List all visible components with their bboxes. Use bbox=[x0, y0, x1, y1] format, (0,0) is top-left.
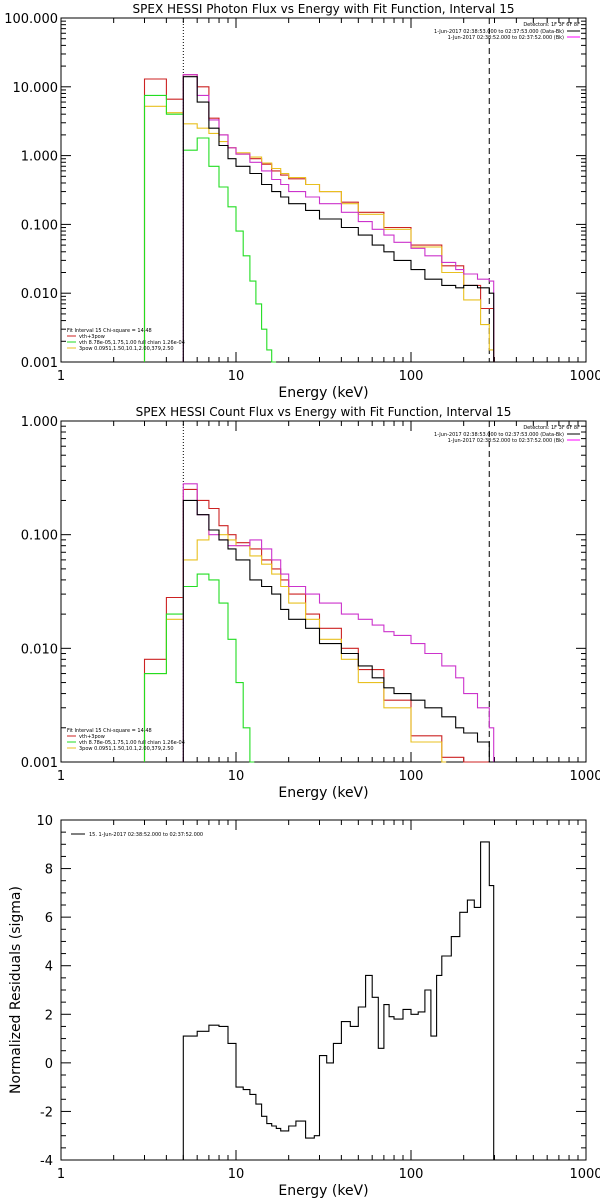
detectors-label: Detectors: 1F 3F 6F 8F bbox=[523, 425, 580, 431]
y-tick-label: 1.000 bbox=[21, 150, 58, 165]
fit-legend-item: vth 8.78e-05,1.75,1.00 full chian 1.26e-… bbox=[79, 740, 185, 746]
y-tick-label: 0.010 bbox=[21, 287, 58, 302]
plot-title: SPEX HESSI Photon Flux vs Energy with Fi… bbox=[133, 2, 515, 16]
x-tick-label: 100 bbox=[399, 369, 424, 384]
y-tick-label: 0 bbox=[45, 1057, 53, 1072]
fit-legend-item: vth+3pow bbox=[79, 734, 105, 740]
y-axis-label: Normalized Residuals (sigma) bbox=[8, 886, 24, 1094]
y-tick-label: 0.001 bbox=[21, 356, 58, 371]
plot-frame bbox=[60, 17, 587, 363]
y-tick-label: 0.100 bbox=[21, 218, 58, 233]
fit-legend-header: Fit Interval 15 Chi-square = 14.48 bbox=[67, 728, 152, 734]
y-tick-label: 10.000 bbox=[13, 81, 59, 96]
series-2-line bbox=[143, 105, 495, 362]
fit-legend-item: 3pow 0.0951,1.50,10.1,2.00,379,2.50 bbox=[79, 746, 174, 752]
x-axis-label: Energy (keV) bbox=[278, 385, 368, 401]
detectors-label: Detectors: 1F 3F 6F 8F bbox=[523, 22, 580, 28]
series-2-line bbox=[143, 529, 447, 763]
time-range-label: 1-Jun-2017 02:38:52.000 to 02:37:52.000 … bbox=[448, 35, 564, 41]
x-tick-label: 1 bbox=[57, 1167, 65, 1182]
y-tick-label: 10 bbox=[36, 814, 53, 829]
y-tick-label: 4 bbox=[45, 960, 53, 975]
fit-legend-item: 3pow 0.0951,1.50,10.1,2.00,379,2.50 bbox=[79, 346, 174, 352]
series-1-line bbox=[182, 841, 495, 1160]
fit-legend-header: Fit Interval 15 Chi-square = 14.48 bbox=[67, 328, 152, 334]
x-tick-label: 1000 bbox=[569, 1167, 600, 1182]
x-tick-label: 1000 bbox=[569, 369, 600, 384]
time-range-label: 1-Jun-2017 02:38:53.000 to 02:37:53.000 … bbox=[434, 29, 564, 35]
time-range-label: 1-Jun-2017 02:38:53.000 to 02:37:53.000 … bbox=[434, 432, 564, 438]
series-1-line bbox=[143, 488, 494, 763]
time-range-label: 1-Jun-2017 02:38:52.000 to 02:37:52.000 … bbox=[448, 438, 564, 444]
plot-frame bbox=[60, 420, 587, 763]
x-tick-label: 1 bbox=[57, 369, 65, 384]
x-tick-label: 10 bbox=[228, 369, 245, 384]
fit-legend-item: vth+3pow bbox=[79, 334, 105, 340]
x-tick-label: 100 bbox=[399, 769, 424, 784]
series-3-line bbox=[143, 94, 277, 363]
series-4-line bbox=[182, 483, 495, 762]
y-tick-label: 8 bbox=[45, 863, 53, 878]
plot-title: SPEX HESSI Count Flux vs Energy with Fit… bbox=[136, 405, 512, 419]
series-5-line bbox=[182, 499, 494, 763]
x-axis-label: Energy (keV) bbox=[278, 785, 368, 801]
y-tick-label: 0.010 bbox=[21, 642, 58, 657]
x-axis-label: Energy (keV) bbox=[278, 1183, 368, 1199]
series-4-line bbox=[182, 74, 495, 362]
y-tick-label: -4 bbox=[40, 1154, 53, 1169]
series-3-line bbox=[143, 573, 255, 763]
plot-frame bbox=[60, 819, 587, 1161]
x-tick-label: 1 bbox=[57, 769, 65, 784]
panel-3: 1 10 100 1000 -4 -2 0 2 4 6 8 10 Energy (keV) Normali… bbox=[8, 814, 600, 1199]
residual-legend-label: 15. 1-Jun-2017 02:38:52.000 to 02:37:52.… bbox=[89, 832, 203, 838]
y-tick-label: 1.000 bbox=[21, 415, 58, 430]
y-tick-label: 0.001 bbox=[21, 756, 58, 771]
x-tick-label: 10 bbox=[228, 1167, 245, 1182]
y-tick-label: 2 bbox=[45, 1008, 53, 1023]
x-tick-label: 10 bbox=[228, 769, 245, 784]
x-tick-label: 100 bbox=[399, 1167, 424, 1182]
y-tick-label: 100.000 bbox=[4, 12, 58, 27]
x-tick-label: 1000 bbox=[569, 769, 600, 784]
y-tick-label: 6 bbox=[45, 911, 53, 926]
panel-1: SPEX HESSI Photon Flux vs Energy with Fi… bbox=[4, 2, 600, 401]
panel-2: SPEX HESSI Count Flux vs Energy with Fit… bbox=[21, 405, 600, 801]
fit-legend-item: vth 8.78e-05,1.75,1.00 full chian 1.26e-… bbox=[79, 340, 185, 346]
y-tick-label: -2 bbox=[40, 1105, 53, 1120]
series-5-line bbox=[182, 76, 495, 362]
y-tick-label: 0.100 bbox=[21, 529, 58, 544]
